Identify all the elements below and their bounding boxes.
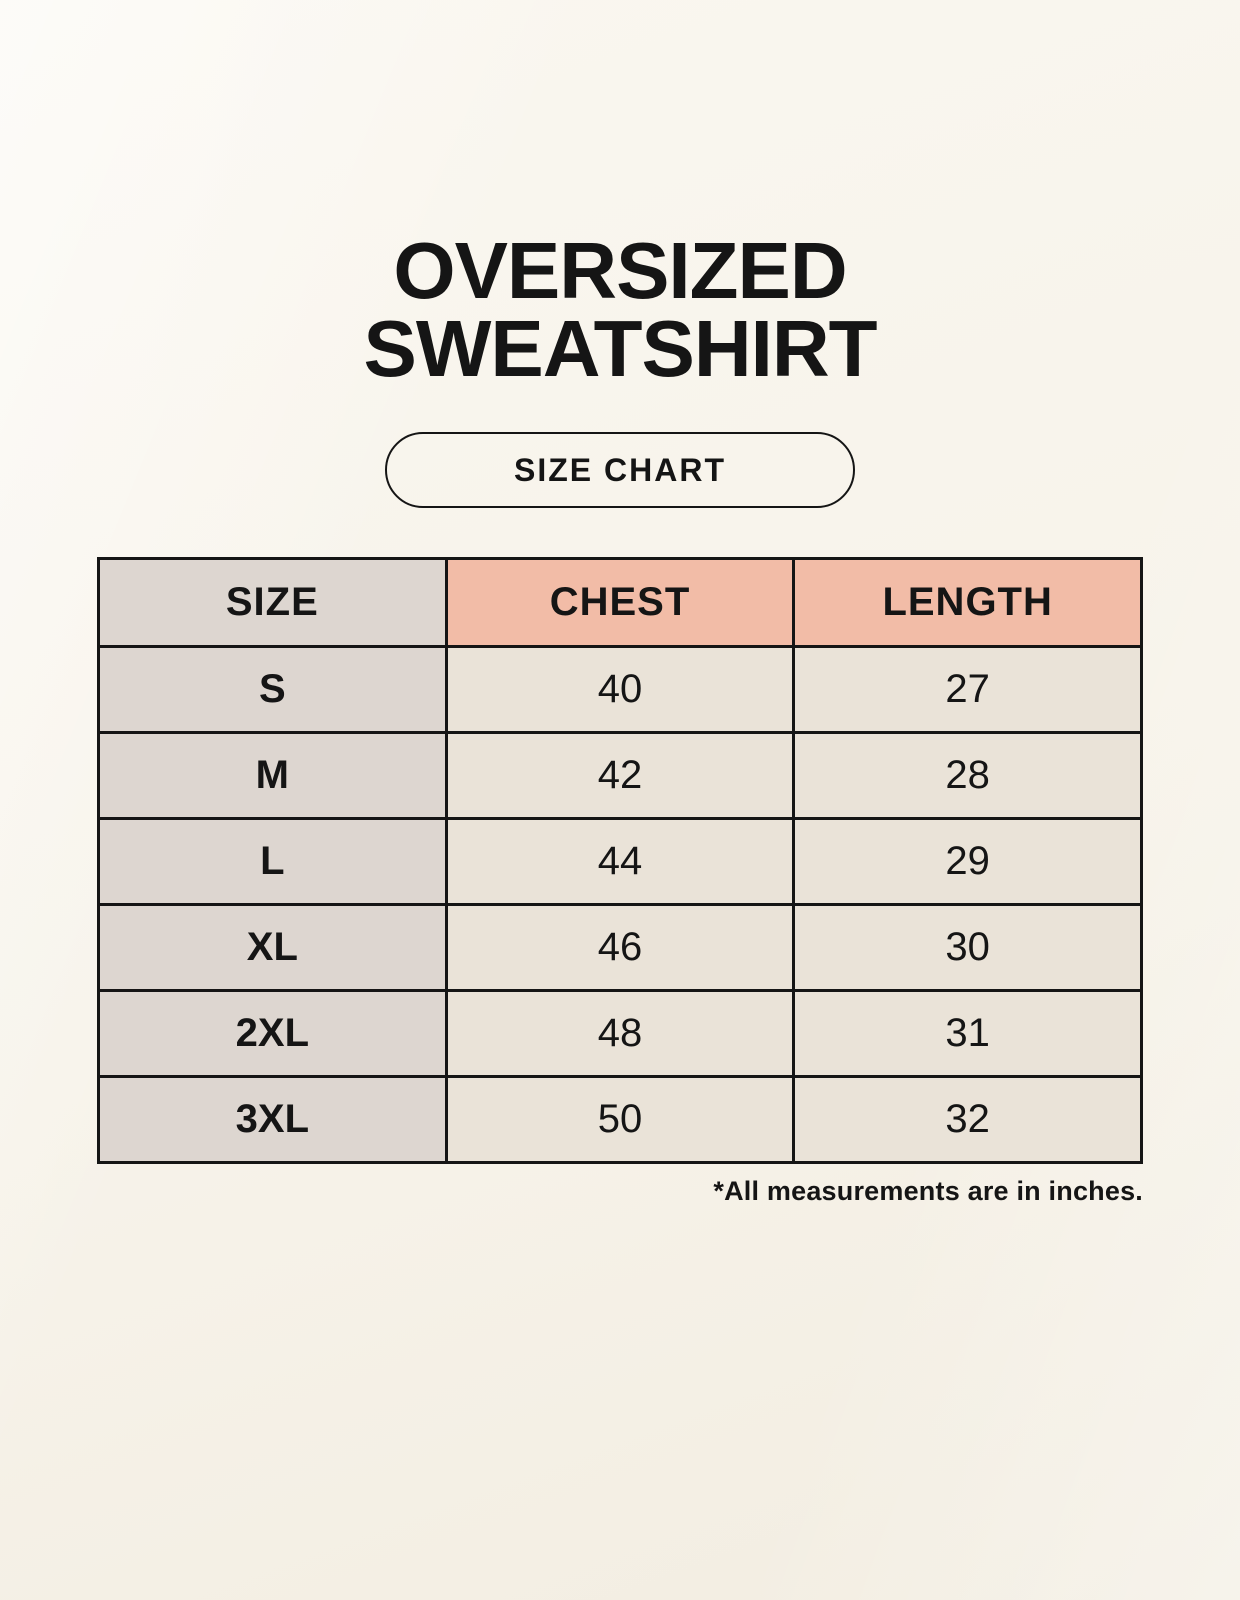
length-cell: 31 xyxy=(792,989,1143,1079)
title-line-1: OVERSIZED xyxy=(393,226,847,315)
size-cell: 2XL xyxy=(97,989,448,1079)
table-row: 3XL 50 32 xyxy=(97,1075,1143,1165)
size-cell: S xyxy=(97,645,448,735)
table-row: XL 46 30 xyxy=(97,903,1143,993)
page-title: OVERSIZED SWEATSHIRT xyxy=(0,226,1240,393)
column-header-size: SIZE xyxy=(97,557,448,649)
size-chart-badge: SIZE CHART xyxy=(385,432,855,509)
table-row: S 40 27 xyxy=(97,645,1143,735)
size-cell: L xyxy=(97,817,448,907)
length-cell: 28 xyxy=(792,731,1143,821)
column-header-chest: CHEST xyxy=(444,557,796,649)
table-row: 2XL 48 31 xyxy=(97,989,1143,1079)
size-cell: XL xyxy=(97,903,448,993)
title-line-2: SWEATSHIRT xyxy=(363,303,878,393)
size-cell: M xyxy=(97,731,448,821)
chest-cell: 48 xyxy=(444,989,796,1079)
measurements-footnote: *All measurements are in inches. xyxy=(713,1176,1143,1207)
size-cell: 3XL xyxy=(97,1075,448,1165)
size-chart-badge-label: SIZE CHART xyxy=(514,451,726,488)
chest-cell: 40 xyxy=(444,645,796,735)
length-cell: 30 xyxy=(792,903,1143,993)
header-row: SIZE CHEST LENGTH xyxy=(97,557,1143,649)
chest-cell: 50 xyxy=(444,1075,796,1165)
chest-cell: 44 xyxy=(444,817,796,907)
length-cell: 27 xyxy=(792,645,1143,735)
chest-cell: 42 xyxy=(444,731,796,821)
chest-cell: 46 xyxy=(444,903,796,993)
table-row: M 42 28 xyxy=(97,731,1143,821)
column-header-length: LENGTH xyxy=(792,557,1143,649)
length-cell: 29 xyxy=(792,817,1143,907)
length-cell: 32 xyxy=(792,1075,1143,1165)
size-chart-table: SIZE CHEST LENGTH S 40 27 M 42 28 L 44 2… xyxy=(97,557,1143,1165)
table-row: L 44 29 xyxy=(97,817,1143,907)
